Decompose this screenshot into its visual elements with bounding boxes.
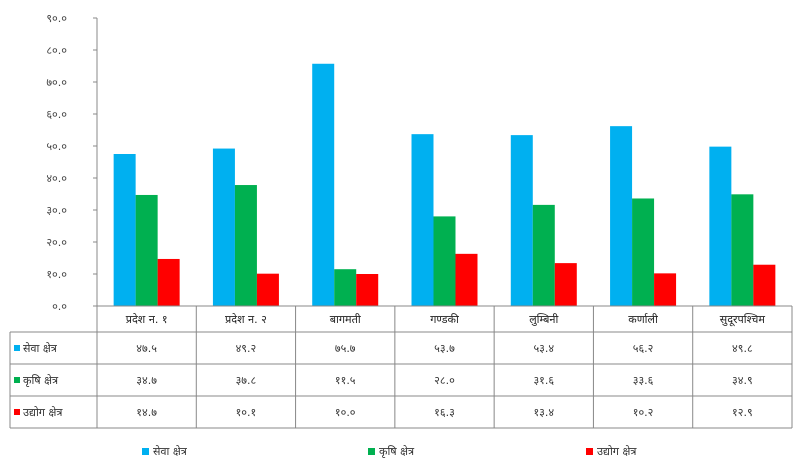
data-label: १०.१ — [236, 406, 257, 419]
x-tick-label: प्रदेश न. २ — [225, 313, 267, 326]
bar — [610, 126, 633, 306]
legend-swatch — [142, 448, 149, 455]
table-series-swatch — [14, 377, 20, 383]
legend-swatch — [586, 448, 593, 455]
bar — [113, 154, 136, 306]
data-label: २८.० — [434, 374, 455, 387]
x-tick-label: लुम्बिनी — [529, 313, 558, 326]
y-tick-label: ९०.० — [46, 12, 67, 25]
data-label: १३.४ — [533, 406, 554, 419]
legend-label: उद्योग क्षेत्र — [597, 445, 637, 458]
bar-chart: ०.० १०.० २०.० ३०.० ४०.० ५०.० ६०.० ७०.० ८०.० ९०.० प… — [9, 12, 793, 429]
bar — [532, 204, 555, 306]
bar — [455, 253, 478, 306]
data-label: ५३.४ — [533, 342, 554, 355]
y-tick-label: ६०.० — [46, 108, 67, 121]
legend-item: उद्योग क्षेत्र — [586, 444, 636, 459]
y-tick-label: ३०.० — [46, 204, 67, 217]
data-label: ५३.७ — [434, 342, 455, 355]
bar — [554, 263, 577, 306]
data-label: ११.५ — [335, 374, 356, 387]
y-tick-label: ५०.० — [46, 140, 67, 153]
bar — [356, 274, 379, 306]
bar — [256, 273, 279, 306]
data-label: ४९.२ — [236, 342, 257, 355]
x-tick-label: गण्डकी — [430, 313, 459, 326]
x-tick-label: कर्णाली — [628, 313, 658, 326]
x-tick-label: बागमती — [330, 313, 361, 326]
bar — [510, 135, 533, 306]
y-tick-label: ८०.० — [46, 44, 67, 57]
bar — [157, 258, 180, 306]
y-tick-label: ०.० — [52, 300, 67, 313]
bar — [312, 63, 335, 307]
bar — [654, 273, 677, 306]
data-label: १०.० — [335, 406, 356, 419]
data-label: ३३.६ — [633, 374, 654, 387]
bar — [334, 269, 357, 306]
bar — [234, 185, 257, 306]
data-label: ३४.७ — [136, 374, 157, 387]
bar — [632, 198, 655, 306]
table-series-name: कृषि क्षेत्र — [23, 374, 59, 387]
bar — [212, 148, 235, 306]
data-label: १०.२ — [633, 406, 654, 419]
y-tick-label: १०.० — [46, 268, 67, 281]
bar — [433, 216, 456, 306]
legend-label: सेवा क्षेत्र — [153, 445, 187, 458]
x-tick-label: प्रदेश न. १ — [126, 313, 168, 326]
legend-item: सेवा क्षेत्र — [142, 444, 187, 459]
bar — [709, 146, 732, 306]
data-label: ७५.७ — [335, 342, 356, 355]
chart-legend: सेवा क्षेत्र कृषि क्षेत्र उद्योग क्षेत्र — [0, 444, 795, 462]
bar — [411, 134, 434, 306]
data-label: १२.९ — [732, 406, 753, 419]
bar — [731, 194, 754, 306]
legend-label: कृषि क्षेत्र — [379, 445, 415, 458]
table-series-name: उद्योग क्षेत्र — [23, 406, 63, 419]
y-tick-label: २०.० — [46, 236, 67, 249]
data-label: ४९.८ — [732, 342, 753, 355]
y-tick-label: ४०.० — [46, 172, 67, 185]
data-label: ४७.५ — [136, 342, 157, 355]
data-label: ३४.९ — [732, 374, 753, 387]
x-tick-label: सुदूरपश्चिम — [720, 313, 766, 327]
y-tick-label: ७०.० — [46, 76, 67, 89]
bar — [135, 194, 158, 306]
data-label: १४.७ — [136, 406, 157, 419]
table-series-swatch — [14, 345, 20, 351]
legend-item: कृषि क्षेत्र — [368, 444, 414, 459]
data-label: ५६.२ — [633, 342, 654, 355]
data-label: ३७.८ — [236, 374, 257, 387]
data-label: १६.३ — [434, 406, 455, 419]
bar — [753, 264, 776, 306]
legend-swatch — [368, 448, 375, 455]
table-series-swatch — [14, 409, 20, 415]
table-series-name: सेवा क्षेत्र — [23, 342, 58, 355]
data-label: ३१.६ — [533, 374, 554, 387]
